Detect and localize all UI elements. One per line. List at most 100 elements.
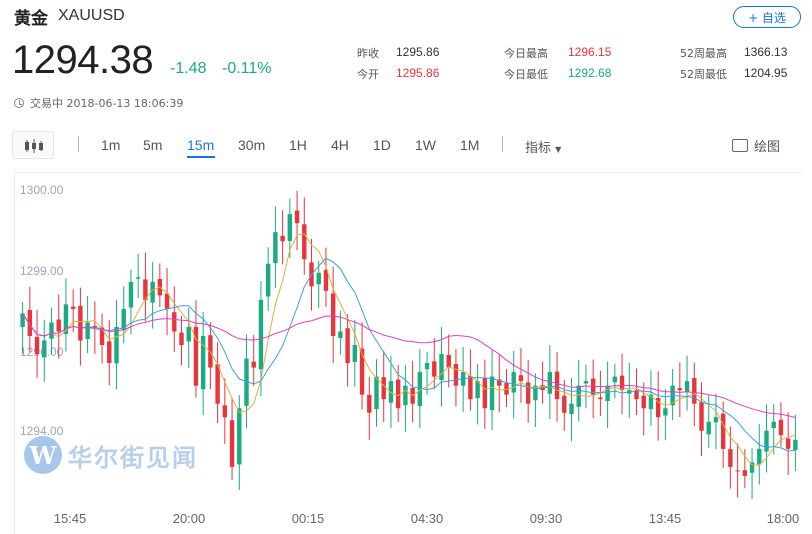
day-low-label: 今日最低: [504, 68, 548, 81]
symbol-code: XAUUSD: [58, 7, 125, 24]
symbol-header: 黄金 XAUUSD: [14, 5, 125, 29]
candle-body: [771, 421, 776, 429]
candle-body: [92, 325, 98, 327]
candlestick-type-button[interactable]: [12, 131, 54, 159]
candle-body: [63, 304, 69, 334]
candle-body: [265, 263, 271, 297]
candle-body: [381, 377, 386, 400]
x-tick-label: 20:00: [173, 511, 206, 526]
candle-body: [417, 372, 423, 407]
candle-body: [367, 394, 372, 413]
interval-5m[interactable]: 5m: [143, 137, 163, 153]
candle-body: [764, 430, 769, 452]
day-low-value: 1292.68: [568, 66, 612, 80]
add-watchlist-button[interactable]: + 自选: [733, 6, 801, 28]
candle-body: [569, 403, 574, 415]
candle-body: [135, 277, 141, 279]
candle-body: [482, 377, 488, 409]
candle-body: [34, 336, 40, 355]
candle-body: [778, 419, 784, 436]
candle-body: [78, 305, 83, 341]
chart-toolbar: 1m 5m 15m 30m 1H 4H 1D 1W 1M 指标 ▼ 绘图: [12, 130, 802, 160]
candle-body: [619, 375, 625, 391]
watermark-text: 华尔街见闻: [68, 443, 198, 472]
draw-button[interactable]: 绘图: [732, 136, 780, 155]
candle-body: [432, 361, 437, 377]
open-label: 今开: [357, 68, 379, 81]
interval-30m[interactable]: 30m: [238, 137, 266, 153]
interval-15m[interactable]: 15m: [187, 137, 215, 153]
candle-body: [439, 354, 444, 380]
candle-body: [497, 379, 502, 386]
watermark: W 华尔街见闻: [24, 436, 198, 474]
candle-body: [757, 448, 762, 465]
candle-body: [554, 371, 560, 400]
interval-1m-month[interactable]: 1M: [460, 137, 480, 153]
candle-body: [395, 379, 401, 409]
candle-body: [475, 381, 480, 399]
candle-body: [49, 322, 54, 339]
candle-body: [713, 417, 719, 423]
candle-body: [446, 354, 451, 368]
indicators-dropdown[interactable]: 指标 ▼: [525, 137, 561, 156]
candle-body: [576, 385, 581, 407]
candle-body: [692, 378, 697, 404]
candle-body: [374, 376, 379, 410]
candle-body: [251, 361, 256, 368]
candle-body: [99, 327, 105, 346]
draw-label: 绘图: [754, 140, 781, 155]
candle-body: [164, 293, 170, 309]
candle-body: [684, 381, 690, 393]
candlestick-icon: [25, 139, 43, 153]
indicators-label: 指标: [525, 141, 552, 156]
interval-4h[interactable]: 4H: [331, 137, 349, 153]
candle-body: [533, 385, 538, 401]
price-change: -1.48: [170, 60, 207, 77]
week52-high-label: 52周最高: [680, 47, 727, 60]
clock-icon: [14, 98, 24, 108]
y-tick-label: 1299.00: [20, 264, 64, 278]
week52-high-value: 1366.13: [744, 45, 788, 59]
interval-1d[interactable]: 1D: [373, 137, 391, 153]
candle-body: [85, 322, 90, 340]
active-interval-indicator: [187, 156, 215, 158]
candle-body: [525, 382, 531, 404]
price-chart[interactable]: 1300.00 1299.00 1296.00 1294.00 15:45 20:00 00…: [14, 172, 802, 534]
interval-1m[interactable]: 1m: [101, 137, 121, 153]
candle-body: [338, 331, 343, 339]
candle-body: [215, 364, 220, 404]
candle-body: [70, 306, 76, 309]
candle-body: [316, 272, 321, 285]
candle-body: [42, 340, 47, 358]
candle-body: [107, 341, 112, 364]
candle-body: [237, 408, 242, 465]
symbol-name: 黄金: [14, 8, 48, 29]
day-high-value: 1296.15: [568, 45, 612, 59]
brand-logo: W: [24, 436, 62, 474]
x-tick-label: 13:45: [649, 511, 682, 526]
interval-1h[interactable]: 1H: [289, 137, 307, 153]
candle-body: [388, 381, 394, 403]
moving-average-line: [22, 257, 796, 452]
x-tick-label: 00:15: [292, 511, 325, 526]
candle-body: [785, 438, 791, 449]
candle-body: [749, 462, 755, 473]
week52-low-label: 52周最低: [680, 68, 727, 81]
candle-body: [352, 345, 358, 362]
candle-body: [720, 413, 726, 449]
candlestick-chart[interactable]: 1300.00 1299.00 1296.00 1294.00 15:45 20:00 00…: [15, 173, 803, 534]
candle-body: [193, 326, 199, 386]
candle-body: [735, 470, 740, 472]
candle-body: [27, 309, 33, 336]
open-value: 1295.86: [396, 66, 440, 80]
candle-body: [699, 402, 704, 431]
candle-body: [728, 449, 733, 467]
candle-body: [56, 319, 61, 332]
divider: [502, 136, 503, 152]
candle-body: [403, 385, 408, 406]
moving-average-line: [22, 233, 796, 466]
y-tick-label: 1300.00: [20, 183, 64, 197]
interval-1w[interactable]: 1W: [415, 137, 436, 153]
candle-body: [742, 470, 748, 476]
candle-body: [273, 232, 278, 264]
